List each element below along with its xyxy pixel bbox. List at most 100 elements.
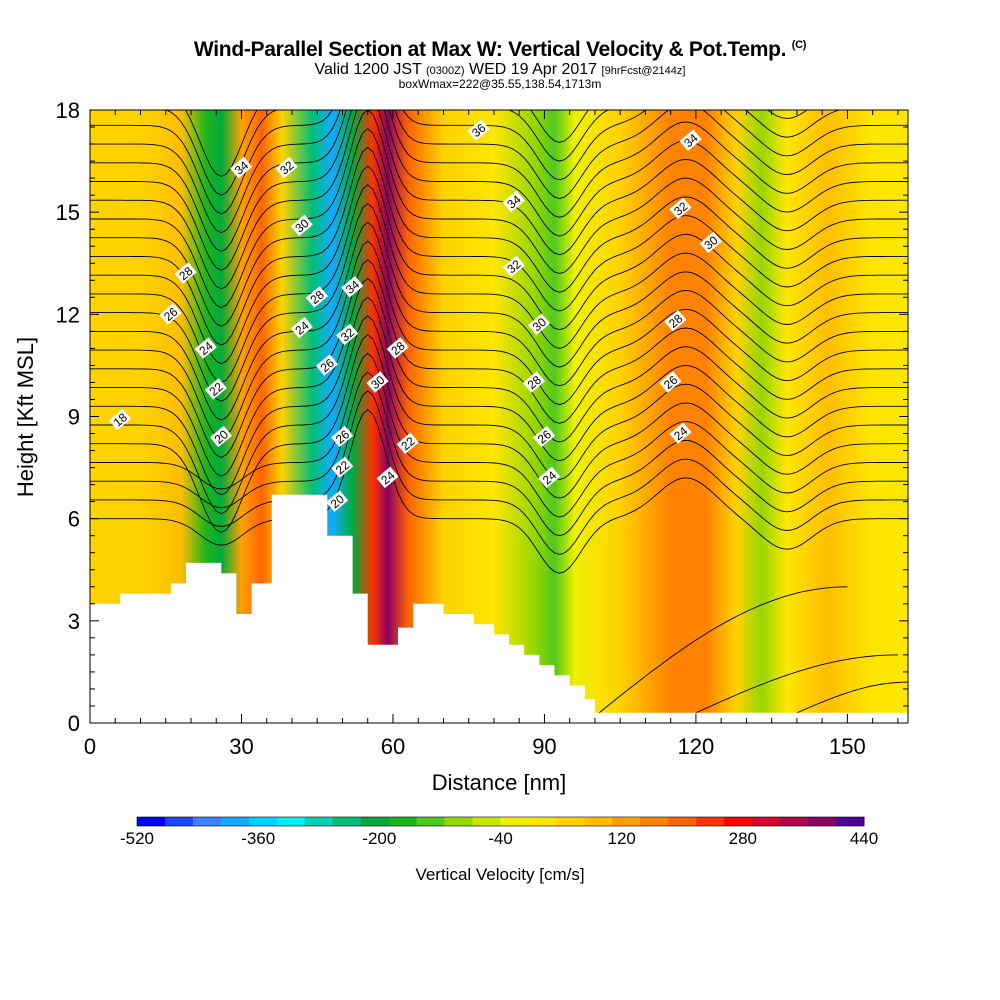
contour-label: 34: [341, 275, 364, 298]
contour-label: 32: [275, 156, 298, 179]
contour-label: 26: [331, 425, 354, 448]
contour-label: 20: [326, 490, 349, 512]
contour-label: 30: [366, 371, 389, 393]
theta-contour-line: [90, 165, 908, 365]
colorbar-tick-label: -520: [120, 829, 154, 848]
contour-label: 24: [669, 422, 692, 444]
colorbar-frame: [136, 816, 865, 827]
colorbar-swatch: [220, 817, 250, 826]
theta-contour-line: [90, 146, 908, 346]
contour-label: 30: [290, 214, 313, 237]
theta-contour-line: [165, 110, 842, 196]
contour-label: 34: [502, 190, 525, 213]
colorbar-swatch: [584, 817, 613, 826]
contour-label: 22: [204, 378, 227, 400]
x-axis-label: Distance [nm]: [432, 770, 567, 795]
contour-label: 28: [174, 262, 197, 284]
chart-title: Wind-Parallel Section at Max W: Vertical…: [193, 38, 807, 61]
theta-contour-line: [90, 110, 908, 308]
colorbar-swatch: [780, 817, 809, 826]
contour-label: 24: [376, 466, 399, 489]
theta-contour-line: [90, 110, 908, 290]
colorbar-swatch: [164, 817, 194, 826]
theta-contour-line: [90, 334, 908, 533]
box-info: boxWmax=222@35.55,138.54,1713m: [398, 77, 602, 91]
theta-contour-line: [90, 315, 908, 515]
contour-label: 28: [386, 337, 409, 359]
x-tick-label: 90: [532, 734, 556, 759]
y-axis-label: Height [Kft MSL]: [13, 337, 38, 497]
colorbar-tick-label: -360: [241, 829, 275, 848]
colorbar-swatch: [640, 817, 669, 826]
theta-contour-line: [90, 110, 908, 252]
theta-contour-line: [90, 296, 908, 496]
colorbar-tick-label: 280: [729, 829, 757, 848]
theta-contour-line: [90, 110, 908, 271]
theta-contour-line: [695, 654, 898, 714]
contour-label: 36: [467, 119, 490, 141]
contour-label: 26: [315, 354, 339, 376]
colorbar-swatch: [304, 817, 334, 826]
colorbar: -520 -360 -200 -40 120 280 440: [120, 816, 878, 848]
y-tick-label: 6: [68, 507, 80, 532]
colorbar-swatch: [137, 817, 166, 826]
contour-label: 28: [305, 286, 328, 308]
contour-label: 24: [194, 337, 217, 359]
x-tick-label: 60: [381, 734, 405, 759]
contour-label: 30: [699, 231, 722, 254]
colorbar-swatch: [556, 817, 585, 826]
theta-contour-line: [594, 586, 848, 717]
contour-label: 34: [679, 129, 702, 151]
colorbar-swatch: [472, 817, 501, 826]
theta-contour-line: [90, 221, 908, 421]
colorbar-tick-label: -200: [362, 829, 396, 848]
theta-contour-line: [90, 390, 908, 555]
theta-contour-line: [90, 110, 908, 215]
colorbar-swatch: [808, 817, 837, 826]
colorbar-swatch: [192, 817, 222, 826]
theta-contour-line: [90, 352, 908, 518]
contour-label: 30: [528, 313, 551, 335]
y-tick-label: 3: [68, 609, 80, 634]
colorbar-tick-label: 120: [608, 829, 636, 848]
contour-label: 22: [396, 432, 419, 455]
colorbar-swatch: [528, 817, 557, 826]
colorbar-swatch: [696, 817, 725, 826]
colorbar-swatch: [276, 817, 306, 826]
colorbar-swatch: [388, 817, 418, 826]
contour-label: 28: [522, 371, 546, 393]
theta-contour-line: [90, 110, 908, 234]
colorbar-swatch: [416, 817, 446, 826]
theta-contour-line: [90, 409, 908, 574]
contour-label: 32: [502, 255, 525, 278]
contour-label: 24: [290, 316, 313, 339]
contour-label: 18: [108, 408, 132, 431]
theta-contour-line: [796, 681, 908, 714]
contour-label: 34: [230, 156, 253, 179]
contour-label: 22: [331, 456, 354, 478]
chart-subtitle: Valid 1200 JST (0300Z) WED 19 Apr 2017 […: [0, 61, 1000, 79]
colorbar-swatch: [248, 817, 278, 826]
utc-time: (0300Z): [426, 65, 465, 77]
title-units: (C): [791, 39, 807, 51]
y-tick-label: 15: [56, 200, 80, 225]
theta-contour-line: [90, 203, 908, 402]
colorbar-tick-label: -40: [488, 829, 513, 848]
colorbar-tick-label: 440: [850, 829, 878, 848]
contour-label: 26: [533, 425, 556, 448]
forecast-info: [9hrFcst@2144z]: [601, 65, 686, 77]
y-tick-label: 9: [68, 405, 80, 430]
contour-label: 26: [159, 303, 182, 325]
y-tick-label: 0: [68, 711, 80, 736]
contour-label: 32: [336, 323, 359, 346]
contour-label: 32: [669, 197, 692, 220]
y-tick-label: 18: [56, 98, 80, 123]
y-tick-label: 12: [56, 302, 80, 327]
colorbar-swatch: [668, 817, 697, 826]
contour-label: 24: [538, 466, 561, 489]
x-tick-label: 0: [84, 734, 96, 759]
